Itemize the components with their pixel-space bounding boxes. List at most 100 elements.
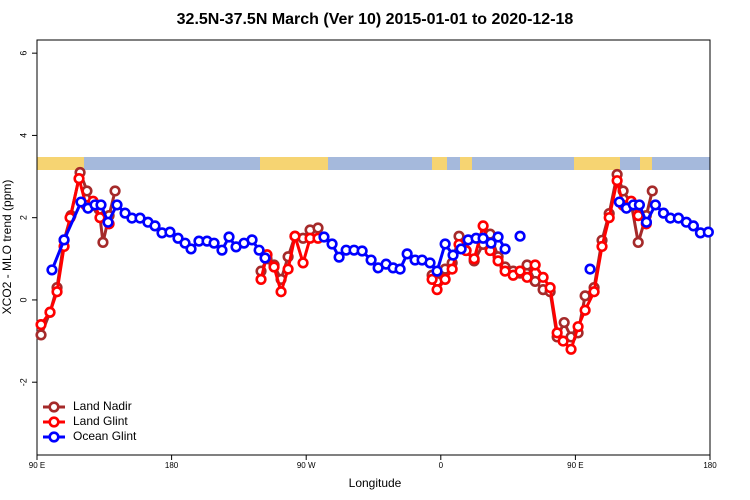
data-point xyxy=(75,196,87,208)
data-point xyxy=(73,173,85,185)
data-point xyxy=(551,327,563,339)
x-tick-label: 180 xyxy=(165,461,179,470)
data-point xyxy=(312,222,324,234)
data-point xyxy=(185,243,197,255)
data-point xyxy=(499,243,511,255)
data-point xyxy=(97,236,109,248)
data-point xyxy=(255,273,267,285)
data-point xyxy=(492,255,504,267)
data-point xyxy=(95,199,107,211)
data-point xyxy=(268,261,280,273)
x-tick-label: 90 E xyxy=(567,461,583,470)
y-tick-label: 6 xyxy=(18,51,28,56)
data-point xyxy=(149,220,161,232)
land-strip xyxy=(432,157,447,170)
data-point xyxy=(439,238,451,250)
data-point xyxy=(297,257,309,269)
data-point xyxy=(431,284,443,296)
y-tick-label: -2 xyxy=(18,378,28,386)
y-tick-label: 0 xyxy=(18,297,28,302)
data-point xyxy=(603,212,615,224)
data-point xyxy=(579,304,591,316)
data-point xyxy=(514,230,526,242)
land-strip xyxy=(460,157,472,170)
data-point xyxy=(687,220,699,232)
data-point xyxy=(468,253,480,265)
data-point xyxy=(565,343,577,355)
land-strip xyxy=(260,157,328,170)
data-point xyxy=(431,265,443,277)
data-point xyxy=(275,286,287,298)
data-point xyxy=(521,271,533,283)
data-point xyxy=(289,230,301,242)
data-point xyxy=(394,263,406,275)
data-point xyxy=(246,234,258,246)
data-point xyxy=(572,321,584,333)
data-point xyxy=(439,273,451,285)
data-point xyxy=(613,196,625,208)
data-point xyxy=(579,290,591,302)
data-point xyxy=(109,185,121,197)
x-tick-label: 0 xyxy=(439,461,444,470)
data-point xyxy=(51,286,63,298)
land-strip xyxy=(574,157,620,170)
data-point xyxy=(455,243,467,255)
data-point xyxy=(477,220,489,232)
data-point xyxy=(492,231,504,243)
data-point xyxy=(424,257,436,269)
data-point xyxy=(649,199,662,211)
data-point xyxy=(223,231,235,243)
data-point xyxy=(172,232,184,244)
data-point xyxy=(318,231,330,243)
legend-marker xyxy=(48,416,60,428)
data-point xyxy=(426,273,438,285)
data-point xyxy=(46,264,58,276)
data-point xyxy=(485,237,497,249)
data-point xyxy=(537,271,549,283)
y-axis-label: XCO2 - MLO trend (ppm) xyxy=(0,180,14,315)
data-point xyxy=(514,265,526,277)
x-axis-label: Longitude xyxy=(349,476,402,490)
data-point xyxy=(111,199,123,211)
data-point xyxy=(596,240,608,253)
data-point xyxy=(447,249,459,261)
data-point xyxy=(94,212,106,224)
data-point xyxy=(633,199,646,211)
data-point xyxy=(365,254,377,266)
data-point xyxy=(611,175,623,187)
data-point xyxy=(333,251,345,263)
data-point xyxy=(259,252,271,264)
data-point xyxy=(326,238,338,250)
x-tick-label: 90 W xyxy=(297,461,316,470)
data-point xyxy=(35,319,47,331)
land-strip xyxy=(37,157,84,170)
legend-label: Ocean Glint xyxy=(73,429,137,443)
data-point xyxy=(588,286,600,298)
legend-label: Land Nadir xyxy=(73,399,132,413)
data-point xyxy=(44,306,56,318)
data-point xyxy=(58,234,70,246)
chart-title: 32.5N-37.5N March (Ver 10) 2015-01-01 to… xyxy=(177,11,574,28)
x-tick-label: 180 xyxy=(703,461,717,470)
y-tick-label: 2 xyxy=(18,215,28,220)
data-point xyxy=(702,226,714,238)
data-point xyxy=(35,329,47,341)
data-point xyxy=(632,236,644,248)
data-point xyxy=(529,259,541,271)
data-point xyxy=(208,237,220,249)
data-point xyxy=(164,226,176,238)
legend-label: Land Glint xyxy=(73,414,128,428)
x-tick-label: 90 E xyxy=(29,461,45,470)
y-tick-label: 4 xyxy=(18,133,28,138)
ocean-strip xyxy=(37,157,710,170)
land-strip xyxy=(640,157,652,170)
data-point xyxy=(102,216,114,228)
legend-marker xyxy=(48,431,60,443)
data-point xyxy=(646,185,658,197)
land-mask-strip xyxy=(37,157,710,170)
data-point xyxy=(446,263,458,275)
data-point xyxy=(356,245,368,257)
